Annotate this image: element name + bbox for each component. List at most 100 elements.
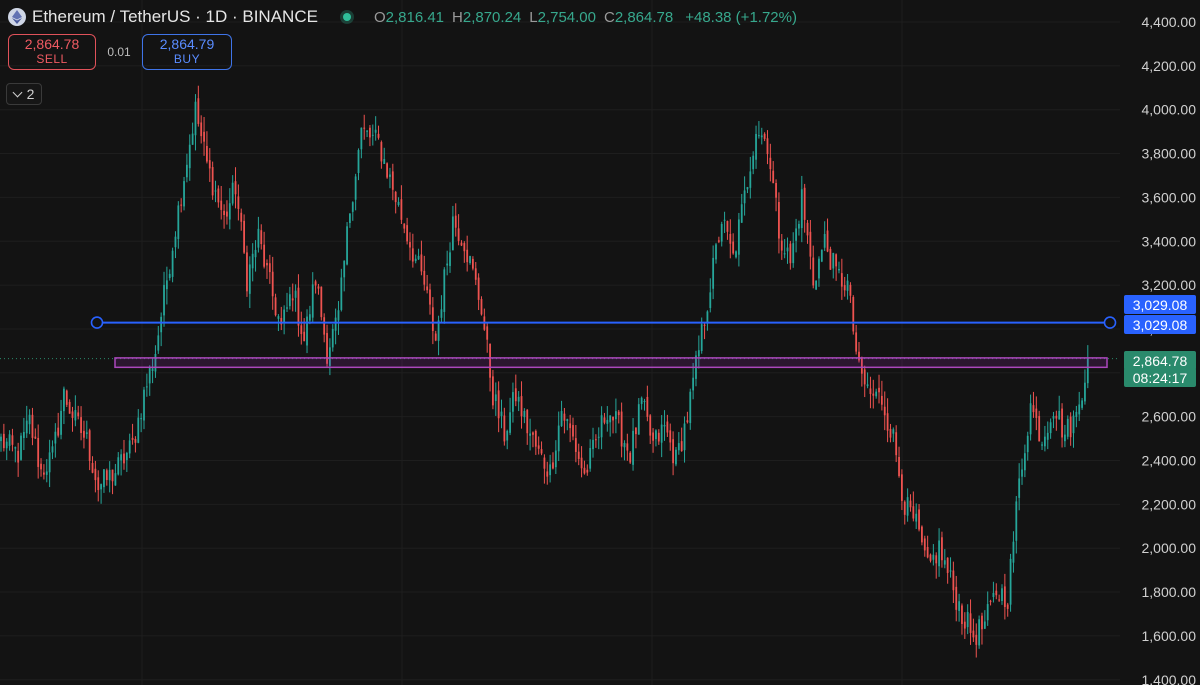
close-value: 2,864.78 [614, 8, 674, 26]
line-handle-right[interactable] [1103, 316, 1117, 329]
candle-body [646, 396, 649, 417]
price-axis-label: 3,800.00 [1142, 146, 1197, 162]
candle-body [437, 320, 440, 341]
candle-body [789, 243, 792, 264]
candle-body [214, 190, 217, 192]
candle-body [228, 203, 231, 220]
candle-body [755, 133, 757, 160]
candle-body [583, 467, 586, 474]
candle-body [1072, 415, 1075, 434]
candle-body [1055, 415, 1058, 419]
candle-body [923, 538, 926, 551]
price-axis[interactable]: 4,400.00 4,200.00 4,000.00 3,800.00 3,600.00… [1142, 14, 1197, 685]
candle-body [592, 439, 594, 450]
candle-body [134, 439, 137, 443]
price-axis-label: 1,400.00 [1142, 672, 1197, 685]
candle-body [171, 250, 174, 277]
candle-body [872, 393, 875, 396]
candle-body [1006, 604, 1009, 609]
candle-body [323, 317, 326, 335]
candle-body [8, 434, 11, 446]
candle-body [772, 170, 775, 184]
candle-body [783, 253, 786, 255]
candle-body [512, 392, 514, 412]
candle-body [903, 501, 906, 515]
candle-body [1023, 453, 1026, 471]
candle-body [829, 248, 832, 270]
candle-body [952, 570, 955, 591]
candle-body [449, 252, 451, 266]
candle-body [623, 442, 626, 448]
candle-body [288, 294, 291, 307]
candle-body [800, 189, 803, 229]
candle-body [1029, 403, 1032, 435]
candle-body [197, 98, 200, 124]
sell-button[interactable]: 2,864.78 SELL [8, 34, 96, 70]
candle-body [351, 202, 354, 212]
candle-body [943, 560, 946, 565]
price-zone-rectangle[interactable] [114, 357, 1108, 369]
candle-body [966, 611, 969, 628]
candle-body [1086, 358, 1089, 384]
candle-body [406, 225, 409, 242]
candle-body [254, 249, 257, 258]
candle-body [480, 299, 483, 315]
candle-body [769, 157, 772, 170]
price-axis-label: 3,600.00 [1142, 189, 1197, 205]
ohlc-values: O2,816.41 H2,870.24 L2,754.00 C2,864.78 … [374, 9, 797, 26]
candle-body [357, 150, 360, 173]
candle-body [168, 273, 171, 279]
candle-body [474, 268, 477, 280]
indicators-toggle-button[interactable]: 2 [6, 83, 42, 105]
line-handle-left[interactable] [90, 316, 104, 329]
candle-body [1018, 478, 1021, 498]
candle-body [955, 586, 958, 610]
candle-body [546, 471, 549, 477]
candle-body [709, 292, 712, 308]
candle-body [792, 243, 795, 264]
candle-body [291, 298, 294, 301]
last-price-tag: 2,864.78 [1124, 351, 1196, 370]
candle-body [117, 457, 120, 475]
symbol-title[interactable]: Ethereum / TetherUS · 1D · BINANCE [32, 7, 318, 26]
candle-body [300, 325, 303, 335]
price-axis-label: 1,800.00 [1142, 584, 1197, 600]
candle-body [45, 471, 48, 475]
candle-body [978, 619, 981, 646]
candle-body [329, 347, 331, 366]
market-status-icon[interactable] [340, 10, 354, 24]
candle-body [1001, 588, 1003, 601]
candle-body [946, 557, 949, 573]
buy-button[interactable]: 2,864.79 BUY [142, 34, 232, 70]
candle-body [409, 242, 411, 248]
chart-header: Ethereum / TetherUS · 1D · BINANCE O2,81… [8, 6, 797, 28]
candle-body [534, 430, 537, 447]
candle-body [683, 423, 686, 451]
candle-body [188, 144, 191, 169]
candle-body [377, 133, 380, 138]
candle-body [203, 131, 205, 142]
candle-body [374, 129, 377, 133]
candle-body [675, 449, 677, 465]
candle-body [912, 506, 915, 519]
candle-body [603, 417, 606, 423]
candle-body [520, 396, 523, 417]
candle-body [314, 281, 317, 286]
candle-body [183, 181, 185, 207]
ethereum-logo-icon [8, 8, 26, 26]
candle-body [809, 231, 812, 257]
candle-body [294, 290, 297, 298]
candle-body [840, 273, 843, 287]
candle-body [280, 317, 283, 325]
candle-body [220, 200, 223, 210]
candle-body [311, 284, 314, 318]
candle-body [17, 450, 20, 463]
candle-body [820, 249, 823, 262]
candle-body [895, 432, 898, 456]
candle-body [669, 430, 672, 443]
candle-body [123, 453, 125, 464]
candle-body [626, 443, 629, 451]
candle-body [472, 258, 474, 269]
candle-body [434, 333, 437, 341]
